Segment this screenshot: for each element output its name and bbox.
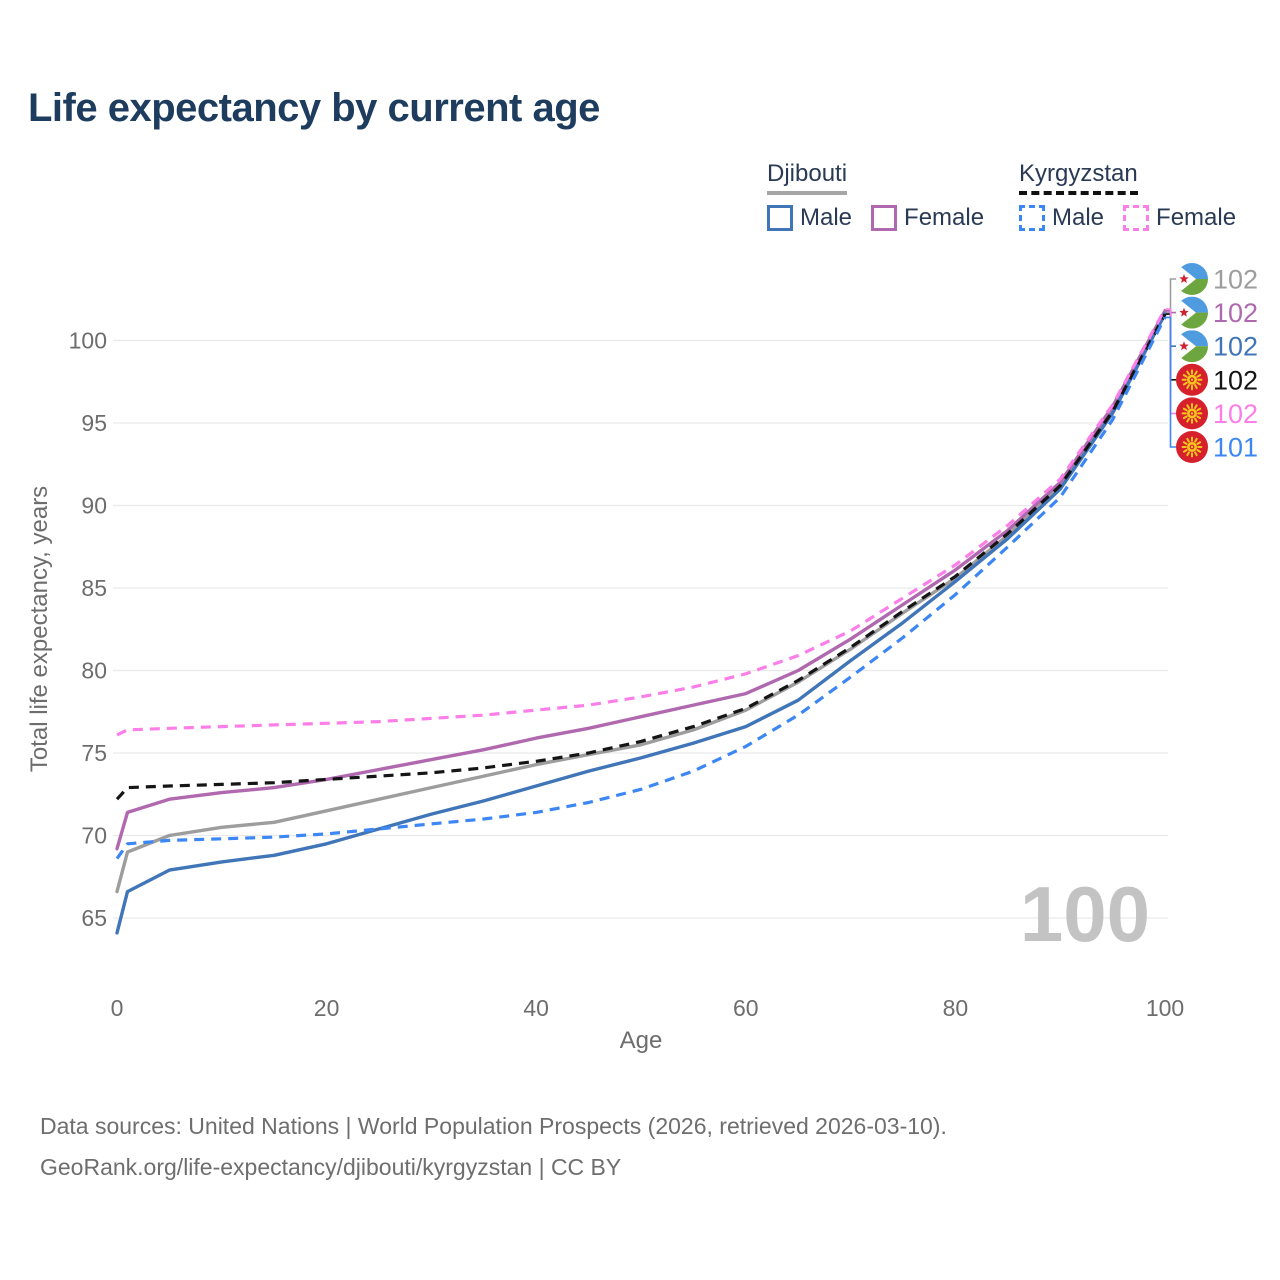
flag-icon-djibouti — [1176, 263, 1208, 295]
flag-icon-kyrgyzstan — [1176, 363, 1208, 396]
legend-items: Male Female — [767, 204, 984, 232]
y-tick-label: 100 — [69, 328, 107, 354]
x-axis-title: Age — [620, 1027, 663, 1054]
legend-item-kyrgyzstan-male[interactable]: Male — [1019, 204, 1104, 232]
series-end-value-kyrgyzstan-male: 101 — [1213, 433, 1258, 463]
series-end-value-djibouti-male: 102 — [1213, 332, 1258, 362]
page-title: Life expectancy by current age — [28, 86, 600, 130]
series-end-value-kyrgyzstan-female: 102 — [1213, 399, 1258, 429]
flag-icon-kyrgyzstan — [1176, 431, 1208, 463]
x-tick-label: 100 — [1146, 995, 1184, 1021]
footer: Data sources: United Nations | World Pop… — [40, 1106, 947, 1188]
legend-items: Male Female — [1019, 204, 1236, 232]
legend-swatch-icon — [767, 205, 793, 231]
x-tick-label: 40 — [523, 995, 549, 1021]
flag-icon-kyrgyzstan — [1176, 397, 1208, 430]
legend-group-kyrgyzstan: Kyrgyzstan Male Female — [1019, 160, 1236, 232]
legend-item-label: Male — [1052, 204, 1105, 231]
legend-group-djibouti: Djibouti Male Female — [767, 160, 984, 232]
y-tick-label: 75 — [81, 740, 107, 766]
y-tick-label: 95 — [81, 410, 107, 436]
series-line-kyrgyzstan-male[interactable] — [115, 316, 1167, 860]
legend-swatch-icon — [1019, 205, 1045, 231]
legend-item-djibouti-female[interactable]: Female — [871, 204, 984, 232]
flag-icon-djibouti — [1176, 330, 1208, 363]
y-tick-label: 90 — [81, 493, 107, 519]
x-tick-label: 20 — [314, 995, 340, 1021]
series-end-value-kyrgyzstan-both-sexes: 102 — [1213, 365, 1258, 395]
series-line-djibouti-both-sexes[interactable] — [115, 310, 1167, 894]
legend-item-label: Female — [904, 204, 985, 231]
legend-swatch-icon — [1123, 205, 1150, 231]
footer-attribution: GeoRank.org/life-expectancy/djibouti/kyr… — [40, 1154, 622, 1180]
flag-icon-djibouti — [1176, 296, 1208, 329]
footer-data-sources: Data sources: United Nations | World Pop… — [40, 1113, 947, 1139]
y-tick-label: 65 — [81, 905, 107, 931]
y-tick-label: 70 — [81, 823, 107, 849]
series-end-value-djibouti-both-sexes: 102 — [1213, 265, 1258, 295]
legend-item-djibouti-male[interactable]: Male — [767, 204, 852, 232]
y-tick-label: 85 — [81, 575, 107, 601]
series-line-djibouti-female[interactable] — [115, 309, 1167, 851]
series-line-kyrgyzstan-both-sexes[interactable] — [115, 313, 1167, 801]
y-axis-title: Total life expectancy, years — [26, 486, 53, 772]
series-connector-djibouti-both-sexes — [1165, 278, 1176, 314]
x-tick-label: 80 — [943, 995, 969, 1021]
x-tick-label: 60 — [733, 995, 759, 1021]
legend-item-label: Male — [800, 204, 853, 231]
y-tick-label: 80 — [81, 658, 107, 684]
legend-item-kyrgyzstan-female[interactable]: Female — [1123, 204, 1236, 232]
series-connector-kyrgyzstan-male — [1165, 316, 1176, 448]
legend-group-label-djibouti: Djibouti — [767, 160, 848, 195]
age-watermark: 100 — [1020, 870, 1150, 958]
series-line-kyrgyzstan-female[interactable] — [116, 308, 1167, 737]
legend-item-label: Female — [1156, 204, 1237, 231]
series-line-djibouti-male[interactable] — [115, 312, 1167, 935]
legend-group-label-kyrgyzstan: Kyrgyzstan — [1019, 160, 1138, 195]
series-end-value-djibouti-female: 102 — [1213, 298, 1258, 328]
legend-swatch-icon — [871, 205, 898, 231]
x-tick-label: 0 — [111, 995, 124, 1021]
